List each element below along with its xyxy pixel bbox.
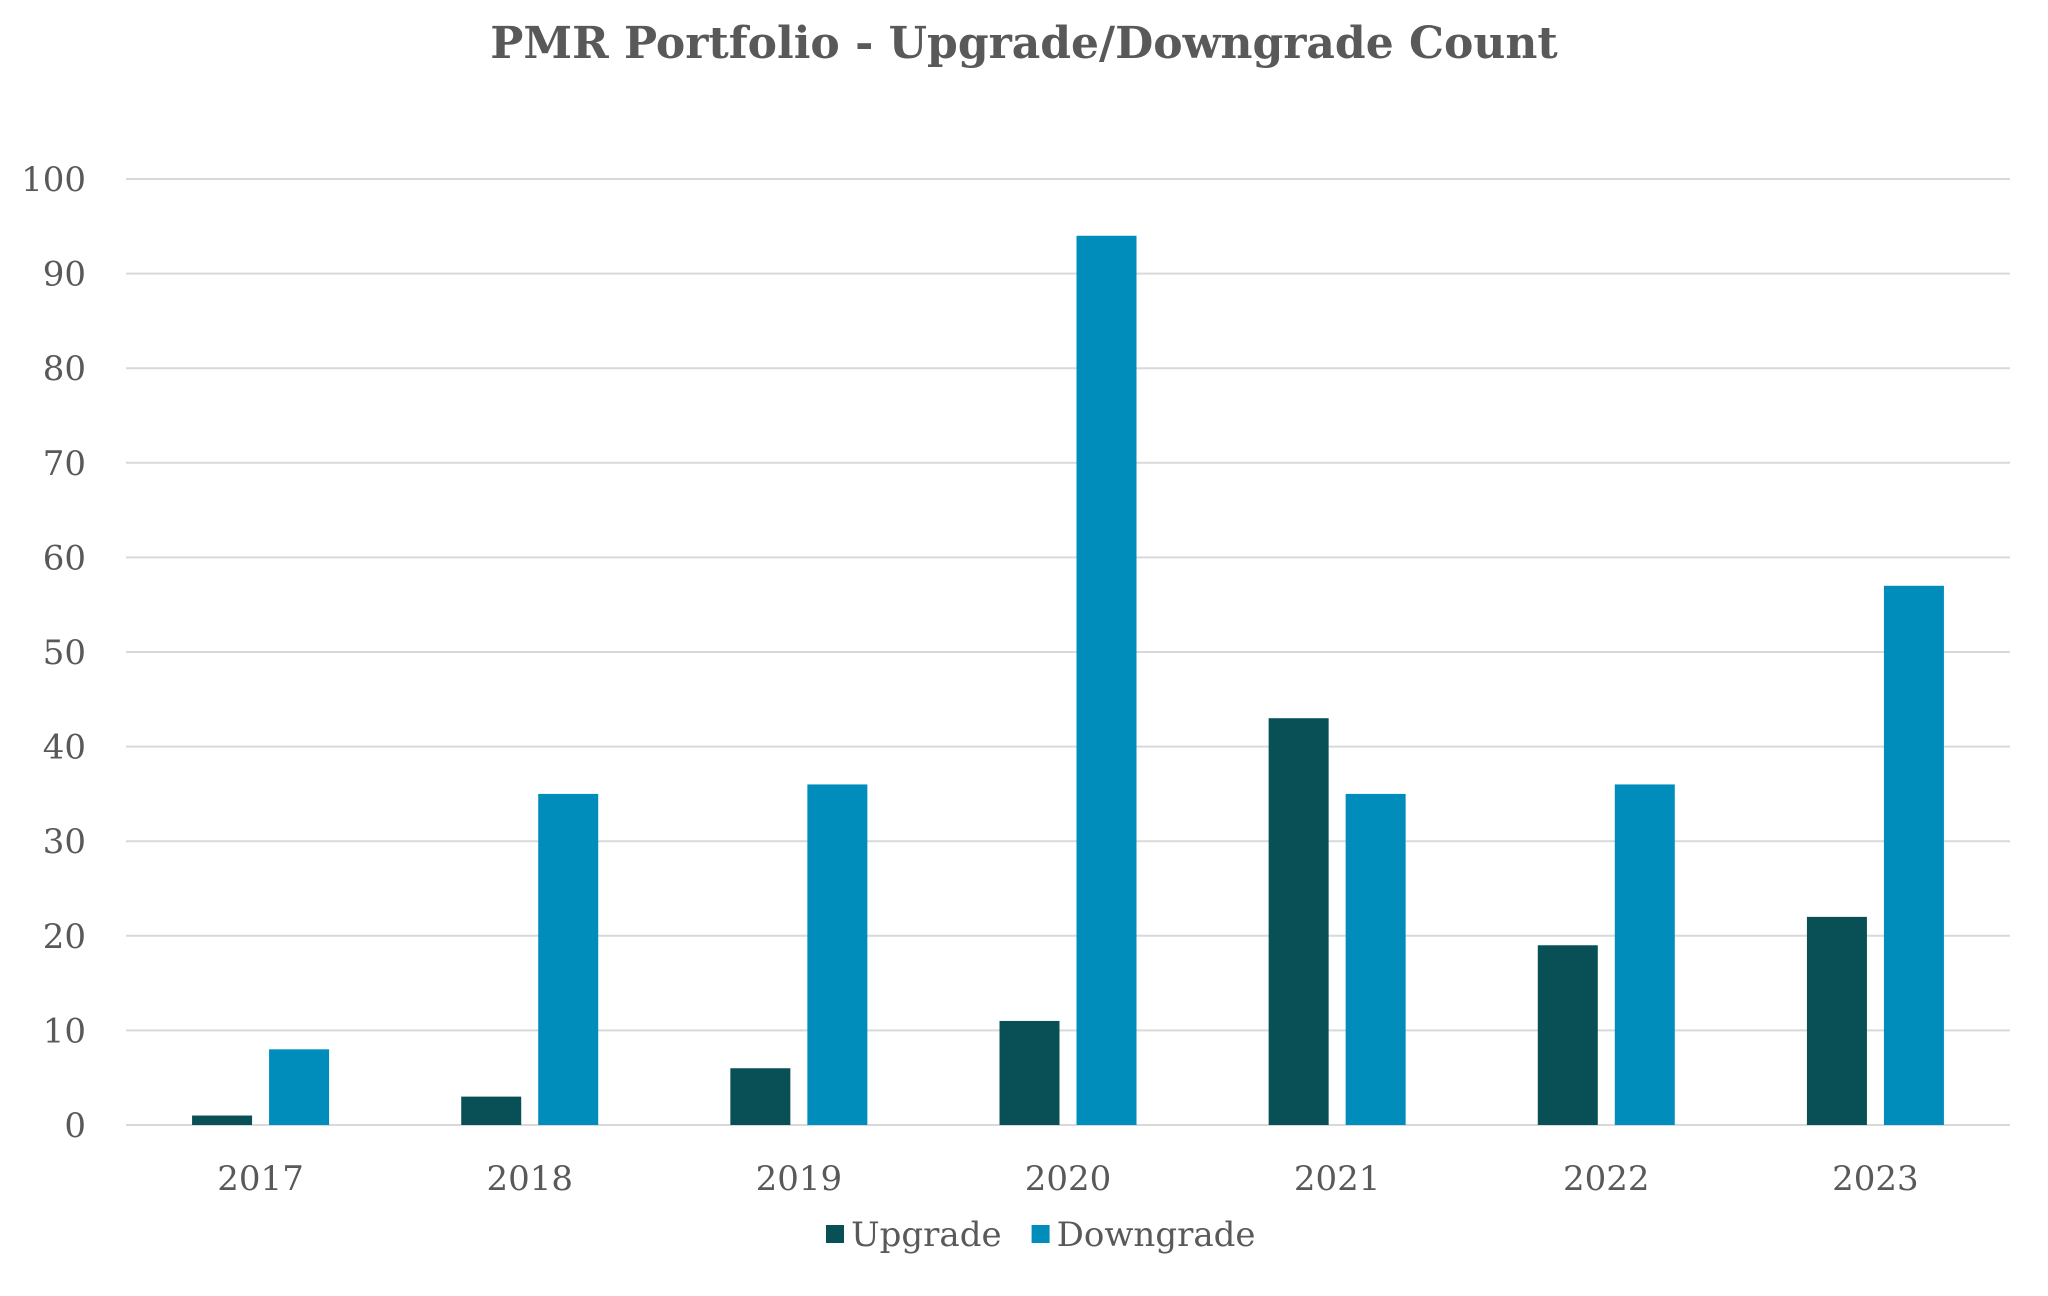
bar-upgrade-2021[interactable] [1268, 718, 1329, 1125]
bar-downgrade-2019[interactable] [807, 784, 868, 1125]
y-tick-label: 80 [43, 349, 86, 389]
bar-downgrade-2018[interactable] [538, 793, 599, 1125]
bar-upgrade-2023[interactable] [1806, 916, 1867, 1125]
x-tick-label: 2020 [1025, 1159, 1112, 1199]
x-tick-label: 2017 [217, 1159, 304, 1199]
y-tick-label: 20 [43, 917, 86, 957]
legend-swatch [826, 1225, 844, 1243]
legend: Upgrade Downgrade [826, 1215, 1256, 1255]
legend-label: Downgrade [1057, 1215, 1256, 1255]
y-axis-ticks: 0 10 20 30 40 50 60 70 80 90 100 [21, 160, 86, 1146]
y-tick-label: 40 [43, 728, 86, 768]
bar-downgrade-2022[interactable] [1614, 784, 1675, 1125]
y-tick-label: 100 [21, 160, 86, 200]
bar-downgrade-2023[interactable] [1883, 585, 1944, 1125]
x-tick-label: 2023 [1832, 1159, 1919, 1199]
bar-upgrade-2022[interactable] [1537, 945, 1598, 1125]
x-tick-label: 2021 [1294, 1159, 1381, 1199]
y-tick-label: 70 [43, 444, 86, 484]
legend-label: Upgrade [851, 1215, 1002, 1255]
legend-swatch [1031, 1225, 1050, 1243]
bar-upgrade-2017[interactable] [192, 1115, 253, 1125]
chart-title: PMR Portfolio - Upgrade/Downgrade Count [490, 18, 1558, 69]
bar-upgrade-2019[interactable] [730, 1068, 791, 1125]
bar-upgrade-2020[interactable] [999, 1020, 1060, 1125]
x-tick-label: 2022 [1563, 1159, 1650, 1199]
y-tick-label: 60 [43, 538, 86, 578]
x-tick-label: 2018 [486, 1159, 573, 1199]
y-tick-label: 30 [43, 822, 86, 862]
y-tick-label: 50 [43, 633, 86, 673]
y-tick-label: 10 [43, 1011, 86, 1051]
bar-downgrade-2021[interactable] [1345, 793, 1406, 1125]
bar-downgrade-2017[interactable] [269, 1049, 330, 1125]
y-tick-label: 0 [64, 1106, 86, 1146]
x-axis-ticks: 2017 2018 2019 2020 2021 2022 2023 [217, 1159, 1918, 1199]
bars [192, 235, 1944, 1125]
legend-item-upgrade[interactable]: Upgrade [826, 1215, 1002, 1255]
y-tick-label: 90 [43, 255, 86, 295]
x-tick-label: 2019 [756, 1159, 843, 1199]
bar-upgrade-2018[interactable] [461, 1096, 522, 1125]
bar-downgrade-2020[interactable] [1076, 235, 1137, 1125]
gridlines [126, 178, 2010, 1126]
legend-item-downgrade[interactable]: Downgrade [1031, 1215, 1256, 1255]
